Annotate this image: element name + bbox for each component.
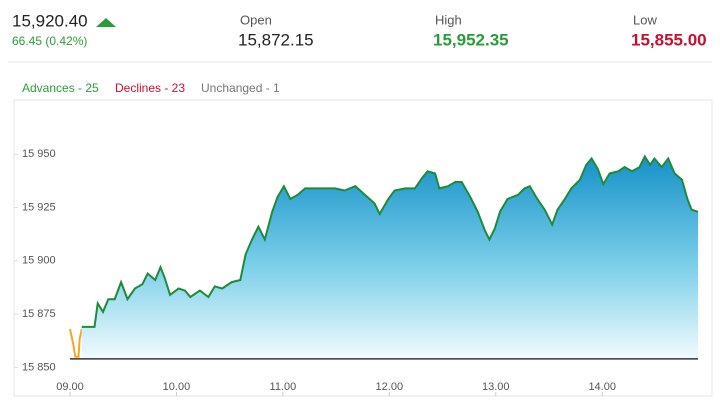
high-label: High [435, 12, 462, 27]
up-arrow [96, 18, 116, 27]
y-tick-label: 15 875 [22, 308, 56, 320]
y-tick-label: 15 950 [22, 148, 56, 160]
open-label: Open [240, 12, 272, 27]
plot-frame [13, 99, 713, 397]
area [81, 156, 698, 359]
x-tick-label: 11.00 [270, 381, 297, 393]
price-line [69, 328, 83, 358]
low-label: Low [633, 12, 657, 27]
y-tick-label: 15 850 [22, 361, 56, 373]
x-tick-label: 10.00 [163, 381, 191, 393]
x-tick-label: 14.00 [588, 381, 616, 393]
declines: Declines - 23 [115, 81, 185, 95]
change: 66.45 (0.42%) [12, 34, 87, 48]
open-value: 15,872.15 [238, 30, 314, 49]
price: 15,920.40 [12, 11, 88, 30]
x-tick-label: 09.00 [56, 381, 84, 393]
y-tick-label: 15 925 [22, 201, 56, 213]
price-line [81, 154, 699, 328]
advances: Advances - 25 [22, 81, 99, 95]
high-value: 15,952.35 [433, 30, 509, 49]
x-tick-label: 12.00 [376, 381, 404, 393]
low-value: 15,855.00 [631, 30, 707, 49]
y-tick-label: 15 900 [22, 255, 56, 267]
x-tick-label: 13.00 [482, 381, 510, 393]
unchanged: Unchanged - 1 [201, 81, 280, 95]
